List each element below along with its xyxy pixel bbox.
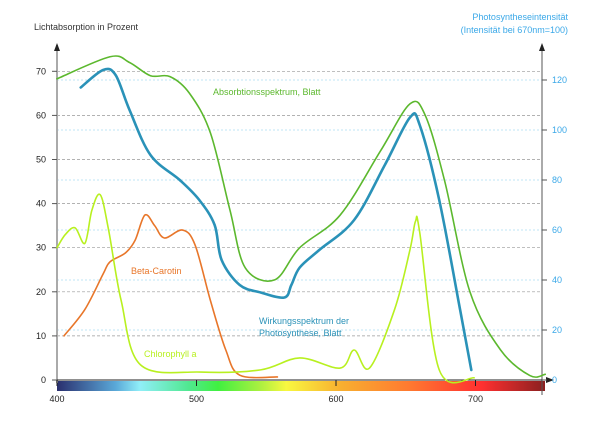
y-axis-left-arrow bbox=[54, 43, 60, 51]
label-carotene: Beta-Carotin bbox=[131, 266, 182, 276]
y2-tick-label: 0 bbox=[552, 375, 557, 385]
y-tick-label: 60 bbox=[36, 110, 46, 120]
x-axis-arrow bbox=[546, 377, 554, 383]
y-tick-label: 0 bbox=[41, 375, 46, 385]
y-axis-label: Lichtabsorption in Prozent bbox=[34, 22, 139, 32]
chlorophyll-a-line bbox=[56, 193, 475, 384]
y2-axis-label-line2: (Intensität bei 670nm=100) bbox=[461, 25, 568, 35]
label-chlorophyll: Chlorophyll a bbox=[144, 349, 197, 359]
y-tick-label: 40 bbox=[36, 199, 46, 209]
spectrum-bar bbox=[57, 381, 545, 391]
action-spectrum-line bbox=[79, 67, 473, 372]
label-action-line1: Wirkungsspektrum der bbox=[259, 316, 349, 326]
y2-tick-label: 100 bbox=[552, 125, 567, 135]
y2-axis-label-line1: Photosyntheseintensität bbox=[472, 12, 568, 22]
y2-tick-label: 20 bbox=[552, 325, 562, 335]
y-tick-label: 20 bbox=[36, 287, 46, 297]
y-tick-label: 50 bbox=[36, 155, 46, 165]
grid bbox=[57, 70, 542, 337]
beta-carotene-line bbox=[63, 213, 279, 379]
x-tick-label: 500 bbox=[189, 394, 204, 404]
label-action-line2: Photosynthese, Blatt bbox=[259, 328, 342, 338]
y2-tick-label: 120 bbox=[552, 75, 567, 85]
x-tick-label: 600 bbox=[328, 394, 343, 404]
y-tick-label: 70 bbox=[36, 66, 46, 76]
absorption-spectrum-line bbox=[56, 55, 547, 378]
x-tick-label: 400 bbox=[49, 394, 64, 404]
y-tick-label: 10 bbox=[36, 331, 46, 341]
y-tick-label: 30 bbox=[36, 243, 46, 253]
y-axis-right-arrow bbox=[539, 43, 545, 51]
y2-tick-label: 80 bbox=[552, 175, 562, 185]
x-tick-label: 700 bbox=[468, 394, 483, 404]
label-absorption: Absorbtionsspektrum, Blatt bbox=[213, 87, 321, 97]
y2-tick-label: 60 bbox=[552, 225, 562, 235]
y2-tick-label: 40 bbox=[552, 275, 562, 285]
